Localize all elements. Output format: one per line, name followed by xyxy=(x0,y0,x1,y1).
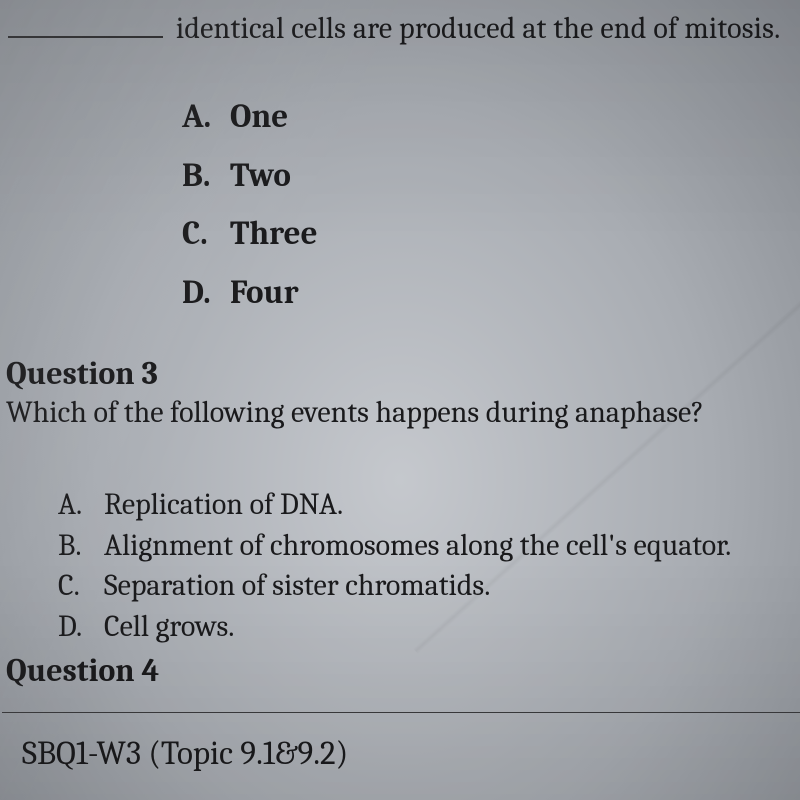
option-letter: D. xyxy=(182,264,230,323)
option-letter: C. xyxy=(182,205,230,264)
q3-stem: Which of the following events happens du… xyxy=(6,395,704,430)
q3-options: A.Replication of DNA. B.Alignment of chr… xyxy=(58,485,731,647)
option-text: One xyxy=(230,98,288,136)
option-letter: A. xyxy=(182,88,230,147)
q3-heading: Question 3 xyxy=(6,355,158,392)
q3-option-d[interactable]: D.Cell grows. xyxy=(58,607,731,648)
q2-option-a[interactable]: A.One xyxy=(182,88,318,147)
q2-option-b[interactable]: B.Two xyxy=(182,147,318,206)
option-letter: D. xyxy=(58,607,104,648)
q3-option-b[interactable]: B.Alignment of chromosomes along the cel… xyxy=(58,526,731,567)
q3-option-a[interactable]: A.Replication of DNA. xyxy=(58,485,731,526)
option-text: Replication of DNA. xyxy=(104,487,343,522)
fill-in-blank[interactable] xyxy=(8,10,163,38)
q3-option-c[interactable]: C.Separation of sister chromatids. xyxy=(58,566,731,607)
option-text: Cell grows. xyxy=(104,609,234,644)
option-letter: C. xyxy=(58,566,104,607)
q2-stem-text: identical cells are produced at the end … xyxy=(176,11,781,46)
worksheet-page: identical cells are produced at the end … xyxy=(0,0,800,800)
option-text: Two xyxy=(230,157,291,195)
option-text: Alignment of chromosomes along the cell'… xyxy=(104,528,731,563)
q2-options: A.One B.Two C.Three D.Four xyxy=(182,88,318,323)
footer-code: SBQ1-W3 (Topic 9.1&9.2) xyxy=(22,735,348,773)
option-text: Three xyxy=(230,215,318,253)
option-text: Four xyxy=(230,274,299,312)
q2-option-c[interactable]: C.Three xyxy=(182,205,318,264)
q4-heading: Question 4 xyxy=(6,652,159,689)
divider-line xyxy=(2,712,800,713)
option-letter: B. xyxy=(182,147,230,206)
option-letter: A. xyxy=(58,485,104,526)
option-letter: B. xyxy=(58,526,104,567)
q2-stem: identical cells are produced at the end … xyxy=(0,10,800,46)
q2-option-d[interactable]: D.Four xyxy=(182,264,318,323)
option-text: Separation of sister chromatids. xyxy=(104,568,490,603)
